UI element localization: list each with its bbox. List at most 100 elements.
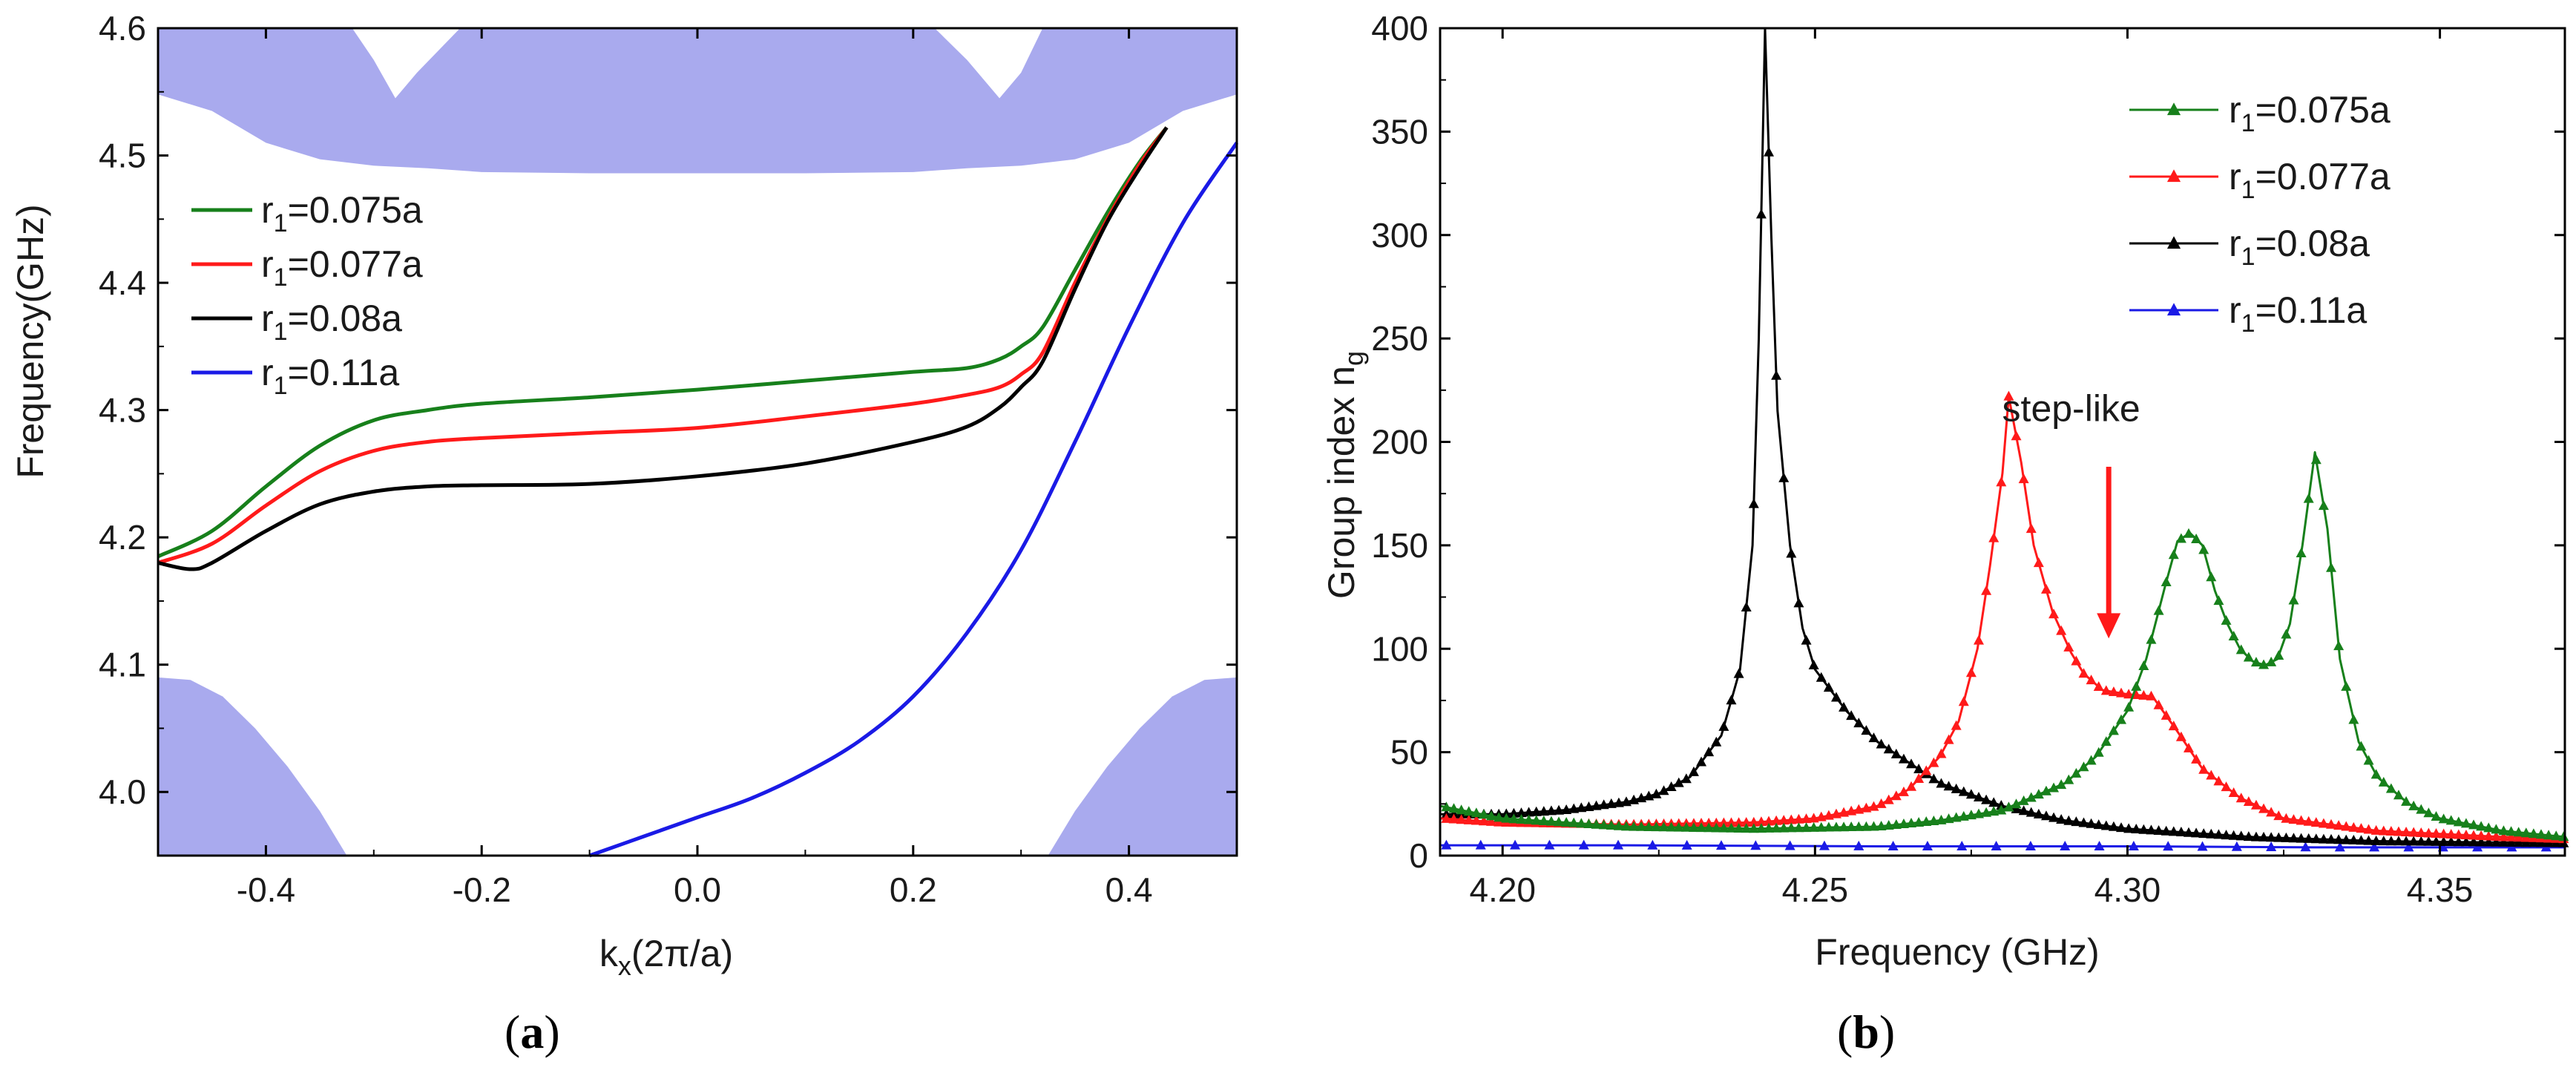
data-marker [1726,822,1737,833]
data-marker [1943,734,1954,744]
data-marker [2326,833,2337,844]
data-marker [1973,634,1984,645]
data-marker [1696,756,1707,767]
x-tick-label: 0.4 [1105,870,1153,909]
data-marker [2476,830,2487,840]
data-marker [2108,725,2119,735]
data-marker [1958,696,1969,706]
data-marker [1531,806,1542,816]
data-marker [2416,827,2427,837]
data-marker [2048,782,2060,793]
data-marker [2393,790,2404,800]
data-marker [2460,836,2471,847]
data-marker [2348,714,2359,724]
data-marker [1651,821,1662,832]
data-marker [1830,692,1841,702]
data-marker [2483,830,2494,841]
data-marker [2318,500,2329,511]
data-marker [2094,840,2105,850]
y-tick-label: 4.4 [99,263,146,302]
data-marker [1748,823,1759,833]
data-marker [2438,836,2449,846]
data-marker [2071,655,2082,666]
data-marker [1764,816,1775,826]
data-marker [1591,800,1602,810]
data-marker [2221,830,2232,840]
data-marker [2183,742,2194,752]
data-marker [1887,840,1899,850]
y-tick-label: 350 [1371,112,1428,151]
data-marker [1913,773,1925,784]
data-marker [1544,839,1555,850]
data-marker [2100,736,2112,747]
data-marker [1478,816,1489,826]
series-lines [1439,27,2569,852]
data-marker [2228,787,2239,797]
data-marker [1568,817,1580,827]
data-marker [2040,785,2051,795]
legend-label: r1=0.11a [2229,289,2367,338]
band-regions [158,28,1237,856]
data-marker [1793,597,1804,608]
data-marker [1554,816,1565,827]
data-marker [1921,765,1932,775]
data-marker [2296,833,2307,843]
data-marker [2040,583,2051,594]
data-marker [2011,430,2022,441]
data-marker [2108,686,2119,697]
data-marker [1741,602,1752,611]
data-marker [2513,832,2524,842]
data-marker [2198,544,2209,554]
data-marker [2341,821,2352,831]
y-tick-label: 400 [1371,9,1428,47]
data-marker [2363,824,2374,834]
data-marker [2401,826,2412,836]
x-tick-label: -0.4 [237,870,295,909]
data-marker [1448,803,1459,813]
data-marker [2063,815,2074,825]
data-marker [2445,836,2457,847]
data-marker [2175,827,2186,837]
data-marker [2078,817,2089,827]
data-marker [2153,605,2164,615]
data-marker [2166,102,2181,116]
legend-label: r1=0.11a [261,352,399,400]
data-marker [1784,840,1795,850]
data-marker [2266,807,2277,817]
data-marker [1613,797,1624,807]
data-marker [2460,818,2471,828]
data-marker [2146,824,2157,835]
data-marker [1988,532,2000,542]
data-marker [1583,801,1594,811]
x-axis: 4.20 4.25 4.30 4.35 [1469,28,2473,909]
data-marker [1545,816,1557,826]
data-marker [2166,169,2181,183]
data-marker [2520,827,2531,838]
data-marker [2138,824,2149,834]
data-marker [1958,810,1969,821]
data-marker [2468,819,2480,830]
x-tick-label: 4.20 [1469,870,1536,909]
data-marker [2025,792,2037,802]
data-marker [2318,818,2329,828]
data-marker [1726,695,1737,705]
y-tick-label: 4.0 [99,772,146,811]
data-marker [2535,829,2546,839]
legend: r1=0.075a r1=0.077a r1=0.08a r1=0.11a [2129,89,2391,338]
data-marker [2558,831,2569,842]
data-marker [1718,817,1729,827]
data-marker [1620,796,1632,807]
x-tick-label: 4.25 [1782,870,1849,909]
data-marker [1598,799,1609,810]
data-marker [1486,816,1497,826]
data-marker [1441,801,1452,812]
data-marker [2403,842,2414,852]
data-marker [2408,827,2419,837]
legend-label: r1=0.077a [2229,156,2391,204]
data-marker [2551,830,2562,841]
data-marker [2146,690,2157,701]
data-marker [2310,817,2322,827]
data-marker [2438,813,2449,824]
data-marker [2078,761,2089,772]
data-marker [2296,547,2307,557]
